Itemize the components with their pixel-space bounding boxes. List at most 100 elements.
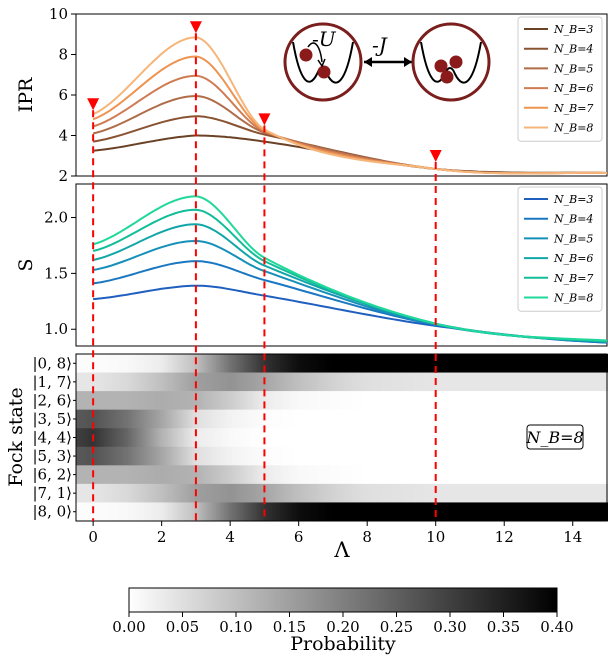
heatmap-cell	[412, 428, 415, 448]
heatmap-cell	[78, 391, 81, 410]
heatmap-cell	[394, 428, 397, 448]
heatmap-cell	[476, 354, 479, 373]
heatmap-cell	[462, 391, 465, 410]
heatmap-cell	[398, 502, 401, 522]
heatmap-cell	[460, 409, 463, 429]
heatmap-cell	[592, 428, 595, 448]
heatmap-cell	[212, 502, 215, 522]
heatmap-cell	[390, 372, 393, 392]
heatmap-cell	[582, 502, 585, 522]
heatmap-cell	[82, 502, 85, 522]
heatmap-cell	[108, 391, 111, 410]
heatmap-cell	[544, 483, 547, 503]
heatmap-cell	[548, 391, 551, 410]
heatmap-cell	[190, 483, 193, 503]
heatmap-cell	[312, 428, 315, 448]
heatmap-cell	[240, 428, 243, 448]
heatmap-cell	[132, 465, 135, 485]
heatmap-cell	[78, 428, 81, 448]
heatmap-cell	[546, 409, 549, 429]
heatmap-cell	[232, 428, 235, 448]
heatmap-cell	[384, 354, 387, 373]
heatmap-cell	[200, 354, 203, 373]
heatmap-cell	[266, 465, 269, 485]
heatmap-cell	[194, 502, 197, 522]
heatmap-cell	[256, 465, 259, 485]
heatmap-cell	[244, 354, 247, 373]
heatmap-cell	[226, 465, 229, 485]
heatmap-cell	[198, 354, 201, 373]
heatmap-cell	[514, 391, 517, 410]
heatmap-cell	[260, 428, 263, 448]
heatmap-cell	[256, 391, 259, 410]
heatmap-cell	[592, 446, 595, 466]
heatmap-cell	[516, 428, 519, 448]
heatmap-cell	[530, 372, 533, 392]
heatmap-cell	[500, 465, 503, 485]
heatmap-cell	[146, 428, 149, 448]
heatmap-cell	[176, 354, 179, 373]
heatmap-cell	[532, 446, 535, 466]
heatmap-cell	[98, 502, 101, 522]
heatmap-cell	[414, 428, 417, 448]
heatmap-cell	[104, 465, 107, 485]
heatmap-cell	[298, 465, 301, 485]
heatmap-cell	[444, 391, 447, 410]
heatmap-cell	[328, 391, 331, 410]
heatmap-cell	[242, 372, 245, 392]
heatmap-cell	[306, 428, 309, 448]
heatmap-cell	[296, 465, 299, 485]
heatmap-cell	[522, 446, 525, 466]
heatmap-cell	[340, 446, 343, 466]
heatmap-cell	[206, 391, 209, 410]
heatmap-cell	[426, 483, 429, 503]
heatmap-cell	[358, 483, 361, 503]
heatmap-cell	[364, 409, 367, 429]
heatmap-cell	[504, 391, 507, 410]
heatmap-cell	[502, 465, 505, 485]
heatmap-cell	[476, 372, 479, 392]
heatmap-cell	[198, 391, 201, 410]
heatmap-cell	[254, 391, 257, 410]
heatmap-cell	[358, 446, 361, 466]
heatmap-cell	[426, 354, 429, 373]
heatmap-cell	[108, 409, 111, 429]
heatmap-cell	[284, 391, 287, 410]
heatmap-cell	[412, 483, 415, 503]
heatmap-cell	[240, 483, 243, 503]
heatmap-cell	[550, 483, 553, 503]
heatmap-cell	[286, 446, 289, 466]
heatmap-cell	[78, 354, 81, 373]
heatmap-cell	[254, 502, 257, 522]
heatmap-cell	[432, 409, 435, 429]
heatmap-cell	[530, 446, 533, 466]
heatmap-cell	[366, 502, 369, 522]
heatmap-cell	[602, 502, 605, 522]
heatmap-cell	[480, 354, 483, 373]
heatmap-cell	[334, 483, 337, 503]
heatmap-cell	[596, 428, 599, 448]
heatmap-cell	[318, 372, 321, 392]
heatmap-cell	[358, 502, 361, 522]
heatmap-cell	[544, 502, 547, 522]
heatmap-cell	[392, 465, 395, 485]
heatmap-cell	[150, 465, 153, 485]
heatmap-cell	[336, 465, 339, 485]
heatmap-cell	[390, 465, 393, 485]
heatmap-cell	[470, 428, 473, 448]
heatmap-cell	[108, 483, 111, 503]
heatmap-cell	[228, 391, 231, 410]
heatmap-cell	[470, 372, 473, 392]
heatmap-cell	[278, 354, 281, 373]
heatmap-cell	[82, 409, 85, 429]
heatmap-cell	[252, 372, 255, 392]
heatmap-cell	[284, 409, 287, 429]
heatmap-cell	[80, 354, 83, 373]
heatmap-cell	[558, 372, 561, 392]
heatmap-cell	[432, 428, 435, 448]
heatmap-cell	[176, 446, 179, 466]
heatmap-cell	[272, 372, 275, 392]
heatmap-cell	[296, 428, 299, 448]
heatmap-cell	[574, 465, 577, 485]
heatmap-cell	[112, 428, 115, 448]
